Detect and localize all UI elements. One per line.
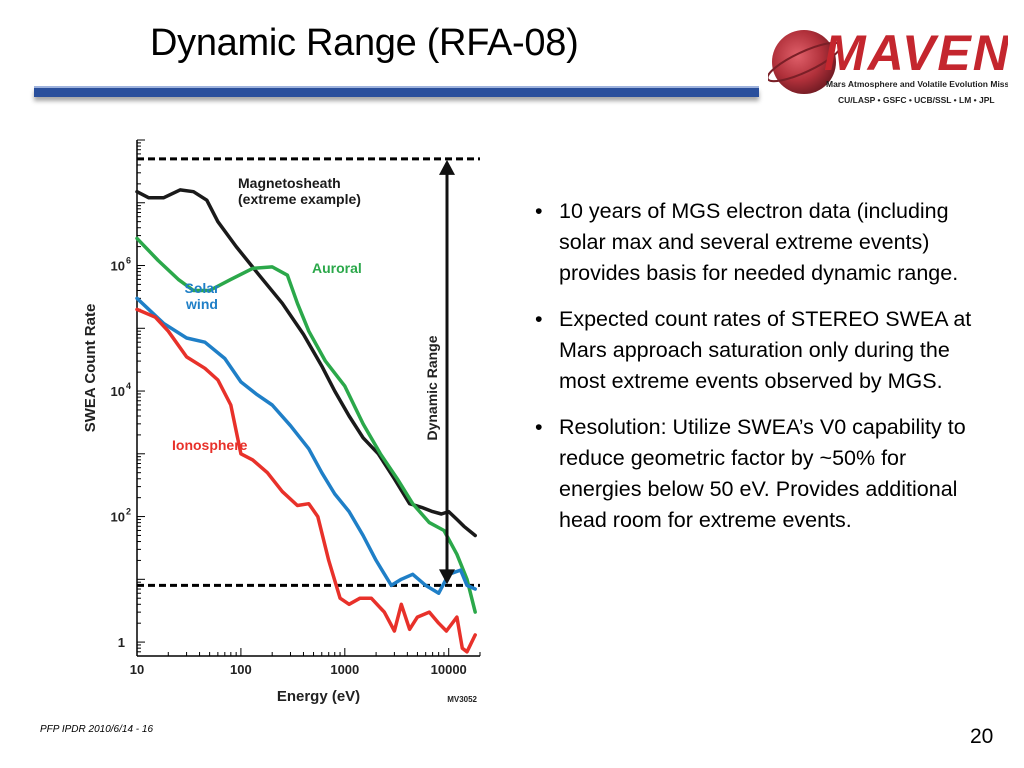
y-tick-label: 10 [111, 384, 125, 399]
bullet-dot: • [535, 199, 543, 223]
maven-logo: MAVEN Mars Atmosphere and Volatile Evolu… [768, 25, 1008, 105]
x-tick-label: 10000 [431, 662, 467, 677]
figure-id: MV3052 [447, 695, 477, 704]
series-annotation: Auroral [312, 260, 362, 276]
bullet-dot: • [535, 307, 543, 331]
bullet-dot: • [535, 415, 543, 439]
footer-text: PFP IPDR 2010/6/14 - 16 [40, 724, 154, 735]
x-tick-label: 100 [230, 662, 252, 677]
series-annotation-line2: wind [185, 296, 218, 312]
y-tick-exponent: 4 [126, 381, 131, 391]
x-tick-label: 10 [130, 662, 144, 677]
maven-partners: CU/LASP • GSFC • UCB/SSL • LM • JPL [838, 95, 995, 105]
bullet-item: • Resolution: Utilize SWEA’s V0 capabili… [535, 412, 985, 536]
series-annotation: Ionosphere [172, 437, 248, 453]
series-annotation: Solar [184, 280, 220, 296]
series-annotation: Magnetosheath [238, 175, 341, 191]
bullet-text: Resolution: Utilize SWEA’s V0 capability… [559, 415, 966, 532]
dynamic-range-arrow-up [439, 159, 455, 175]
bullet-text: Expected count rates of STEREO SWEA at M… [559, 307, 972, 393]
series-line-solar [135, 296, 477, 595]
maven-subtitle: Mars Atmosphere and Volatile Evolution M… [826, 79, 1008, 89]
title-divider-bar [34, 87, 759, 97]
series-line-auroral [135, 236, 477, 614]
page-number: 20 [970, 725, 994, 748]
title-divider-highlight [34, 86, 759, 88]
dynamic-range-arrow-down [439, 569, 455, 585]
y-tick-label: 1 [118, 635, 125, 650]
y-tick-label: 10 [111, 259, 125, 274]
slide-title: Dynamic Range (RFA-08) [150, 22, 579, 64]
series-line-ionosphere [135, 307, 477, 654]
series-annotation-line2: (extreme example) [238, 191, 361, 207]
maven-wordmark: MAVEN [824, 25, 1008, 81]
y-tick-exponent: 2 [126, 507, 131, 517]
y-tick-exponent: 6 [126, 256, 131, 266]
x-axis-label: Energy (eV) [277, 688, 360, 705]
bullet-item: • 10 years of MGS electron data (includi… [535, 196, 985, 289]
bullet-list: • 10 years of MGS electron data (includi… [535, 196, 985, 551]
bullet-text: 10 years of MGS electron data (including… [559, 199, 959, 285]
x-tick-label: 1000 [330, 662, 359, 677]
series-line-magnetosheath [135, 188, 477, 538]
y-tick-label: 10 [111, 510, 125, 525]
dynamic-range-label: Dynamic Range [424, 335, 440, 440]
chart-figure: 10 100 1000 10000 1 10 2 10 4 10 6 Energy (eV) SWEA … [75, 128, 495, 708]
y-axis-label: SWEA Count Rate [82, 304, 99, 433]
bullet-item: • Expected count rates of STEREO SWEA at… [535, 304, 985, 397]
